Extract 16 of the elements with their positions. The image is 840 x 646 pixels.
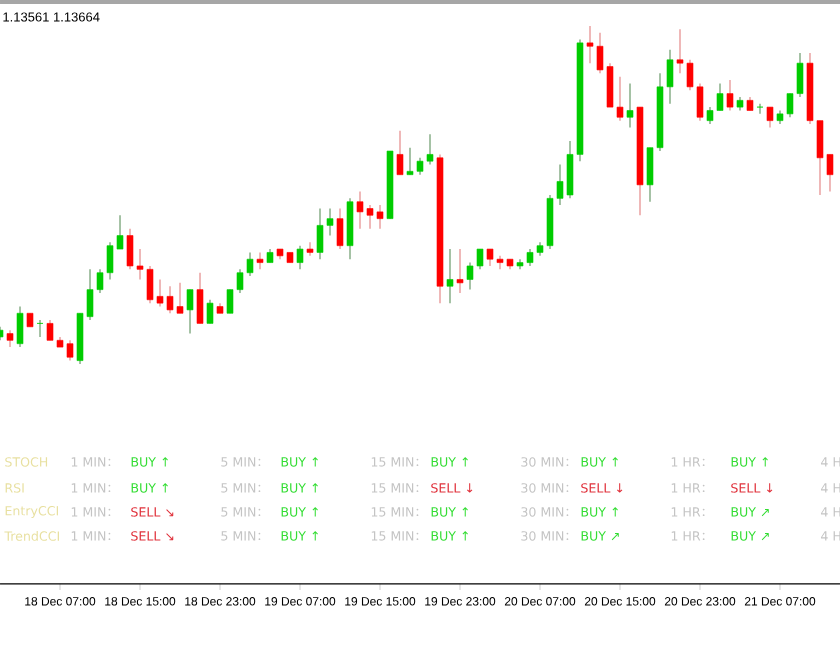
candlestick (306, 241, 314, 257)
candlestick (256, 251, 264, 271)
candlestick (16, 305, 24, 348)
candlestick (186, 288, 194, 335)
candlestick (626, 82, 634, 129)
candlestick (396, 130, 404, 176)
candlestick (346, 197, 354, 260)
candlestick (456, 248, 464, 294)
candlestick (206, 299, 214, 325)
candlestick (766, 106, 774, 129)
candlestick (726, 79, 734, 112)
candlestick (446, 248, 454, 304)
candlestick (296, 244, 304, 271)
candlestick (336, 207, 344, 250)
candlestick (196, 272, 204, 325)
candlestick (756, 103, 764, 115)
